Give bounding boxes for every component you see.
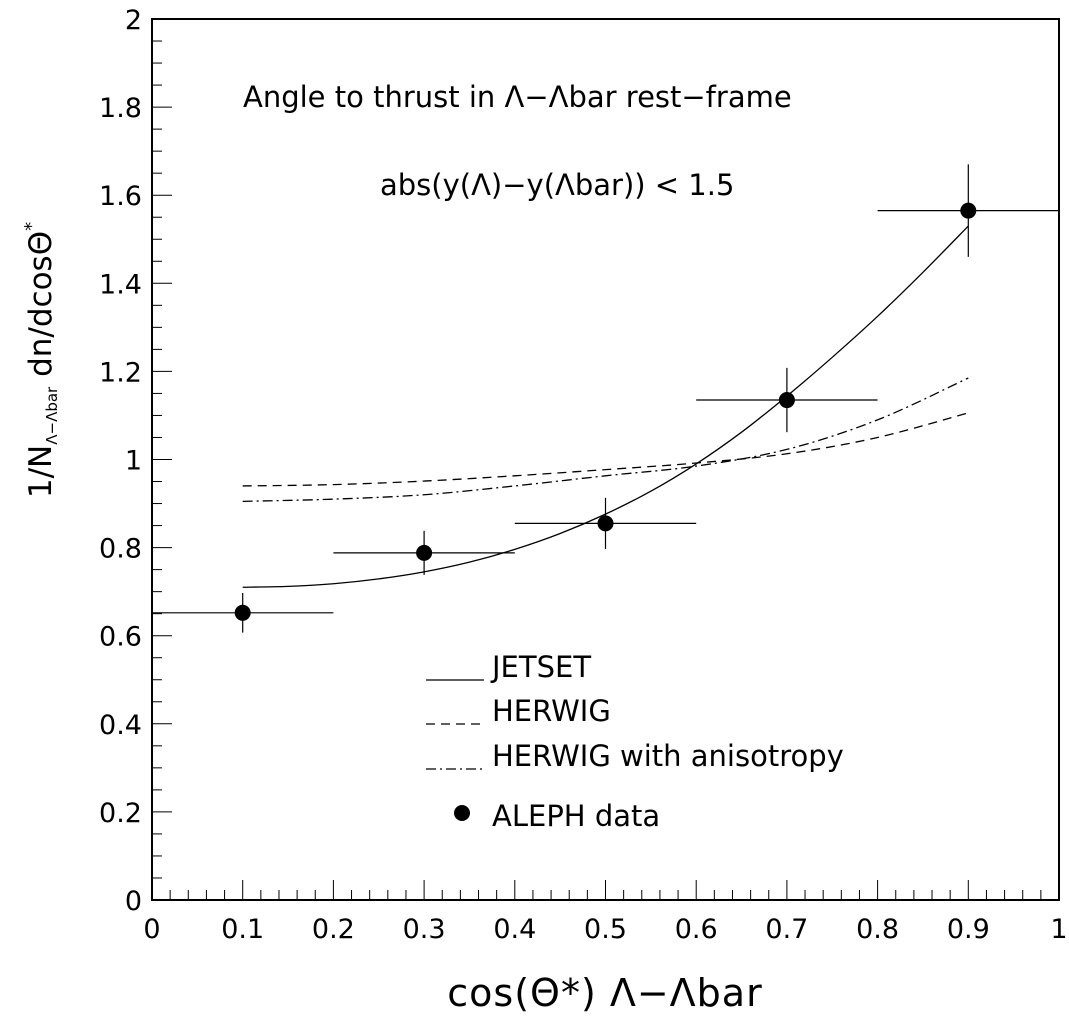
x-tick-label: 0.5	[584, 914, 627, 945]
y-axis-title-rest: dn/dcosΘ	[23, 231, 59, 387]
x-tick-label: 0.4	[493, 914, 536, 945]
legend-label-jetset: JETSET	[490, 650, 591, 684]
x-tick-label: 0.7	[765, 914, 808, 945]
y-tick-label: 1.8	[99, 93, 142, 124]
y-tick-label: 1.4	[99, 269, 142, 300]
x-tick-label: 0.1	[221, 914, 264, 945]
data-point	[960, 202, 977, 219]
y-tick-label: 0.2	[99, 798, 142, 829]
y-tick-label: 0.6	[99, 622, 142, 653]
x-axis-title: cos(Θ*) Λ−Λbar	[447, 971, 762, 1015]
y-axis-title-subscript: Λ−Λbar	[43, 386, 61, 445]
axis-tick-labels: 0 0.1 0.2 0.3 0.4 0.5 0.6 0.7 0.8 0.9 1 0 0.2 0.4 0.6 0…	[99, 5, 1068, 945]
y-axis-title: 1/NΛ−Λbar dn/dcosΘ*	[21, 222, 61, 498]
x-tick-label: 0.3	[403, 914, 446, 945]
curve-herwig-with-anisotropy	[242, 377, 969, 502]
legend-marker-aleph	[454, 805, 470, 821]
data-point	[416, 544, 433, 561]
legend-label-herwig-anisotropy: HERWIG with anisotropy	[492, 739, 844, 773]
y-axis-title-main: 1/N	[23, 445, 59, 498]
annotation-rapidity-cut: abs(y(Λ)−y(Λbar)) < 1.5	[380, 168, 734, 202]
data-point	[778, 392, 795, 409]
x-tick-label: 0.8	[856, 914, 899, 945]
legend-label-aleph: ALEPH data	[492, 799, 660, 833]
y-tick-label: 1.6	[99, 181, 142, 212]
y-tick-label: 1.2	[99, 357, 142, 388]
data-points	[152, 164, 1059, 633]
y-tick-label: 0	[125, 886, 142, 917]
curve-herwig	[242, 412, 969, 487]
x-tick-label: 0	[143, 914, 160, 945]
y-tick-label: 0.8	[99, 534, 142, 565]
x-tick-label: 0.6	[675, 914, 718, 945]
y-tick-label: 1	[125, 446, 142, 477]
x-tick-label: 0.2	[312, 914, 355, 945]
axis-ticks	[151, 18, 1060, 901]
y-axis-title-superscript: *	[21, 222, 42, 231]
x-tick-label: 1	[1050, 914, 1067, 945]
y-tick-label: 0.4	[99, 710, 142, 741]
legend-label-herwig: HERWIG	[492, 694, 611, 728]
data-point	[234, 604, 251, 621]
x-tick-label: 0.9	[947, 914, 990, 945]
annotation-angle-to-thrust: Angle to thrust in Λ−Λbar rest−frame	[243, 80, 792, 114]
y-tick-label: 2	[125, 5, 142, 36]
data-point	[597, 515, 614, 532]
legend: JETSET HERWIG HERWIG with anisotropy ALE…	[426, 650, 844, 833]
